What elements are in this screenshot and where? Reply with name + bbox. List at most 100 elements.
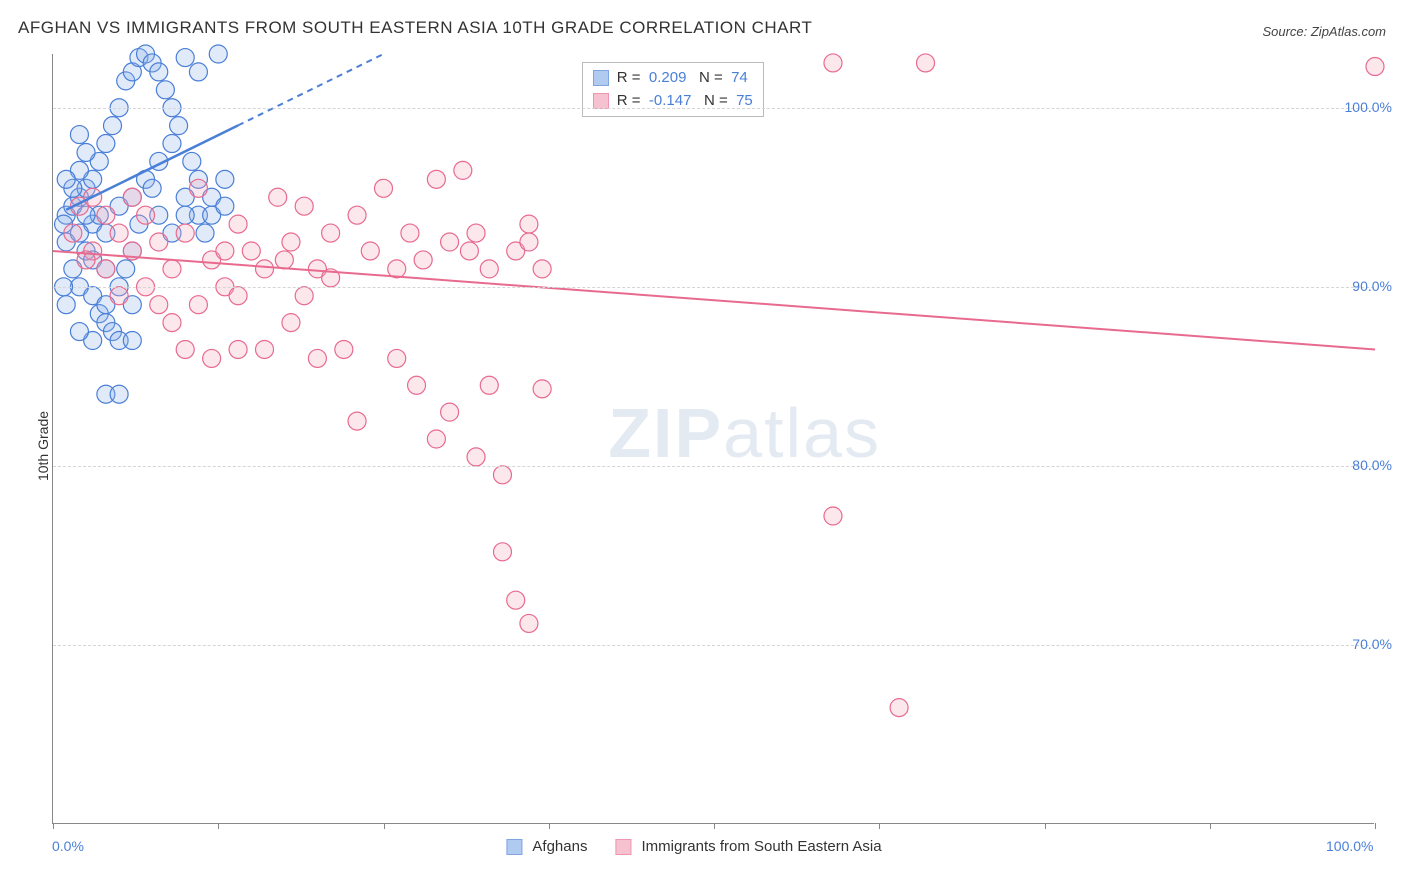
data-point-immigrants xyxy=(229,287,247,305)
data-point-immigrants xyxy=(123,188,141,206)
gridline xyxy=(53,466,1374,467)
data-point-afghans xyxy=(216,170,234,188)
data-point-afghans xyxy=(143,179,161,197)
data-point-immigrants xyxy=(163,314,181,332)
y-tick-label: 70.0% xyxy=(1352,636,1392,652)
data-point-immigrants xyxy=(189,296,207,314)
data-point-immigrants xyxy=(454,161,472,179)
data-point-immigrants xyxy=(890,699,908,717)
data-point-immigrants xyxy=(348,412,366,430)
data-point-afghans xyxy=(123,332,141,350)
data-point-afghans xyxy=(57,170,75,188)
data-point-immigrants xyxy=(275,251,293,269)
data-point-immigrants xyxy=(203,349,221,367)
data-point-immigrants xyxy=(295,287,313,305)
data-point-immigrants xyxy=(408,376,426,394)
data-point-immigrants xyxy=(256,260,274,278)
x-tick-mark xyxy=(218,823,219,829)
data-point-immigrants xyxy=(414,251,432,269)
data-point-immigrants xyxy=(97,206,115,224)
legend-swatch-afghans xyxy=(506,839,522,855)
data-point-immigrants xyxy=(507,591,525,609)
y-axis-label: 10th Grade xyxy=(35,411,51,481)
data-point-immigrants xyxy=(282,233,300,251)
data-point-immigrants xyxy=(480,376,498,394)
x-tick-mark xyxy=(549,823,550,829)
x-tick-mark xyxy=(1045,823,1046,829)
data-point-immigrants xyxy=(520,614,538,632)
data-point-immigrants xyxy=(824,507,842,525)
data-point-afghans xyxy=(170,117,188,135)
data-point-immigrants xyxy=(520,233,538,251)
chart-title: AFGHAN VS IMMIGRANTS FROM SOUTH EASTERN … xyxy=(18,18,812,38)
chart-svg xyxy=(53,54,1375,824)
chart-container: AFGHAN VS IMMIGRANTS FROM SOUTH EASTERN … xyxy=(0,0,1406,892)
data-point-immigrants xyxy=(150,296,168,314)
data-point-afghans xyxy=(183,152,201,170)
data-point-afghans xyxy=(77,143,95,161)
stats-text-afghans: R = 0.209 N = 74 xyxy=(617,67,748,90)
data-point-afghans xyxy=(163,135,181,153)
data-point-immigrants xyxy=(110,287,128,305)
data-point-afghans xyxy=(209,45,227,63)
data-point-afghans xyxy=(103,117,121,135)
y-tick-label: 80.0% xyxy=(1352,457,1392,473)
legend-swatch-immigrants xyxy=(615,839,631,855)
legend-label-immigrants: Immigrants from South Eastern Asia xyxy=(641,838,881,855)
data-point-immigrants xyxy=(427,430,445,448)
data-point-immigrants xyxy=(282,314,300,332)
data-point-immigrants xyxy=(176,224,194,242)
data-point-immigrants xyxy=(110,224,128,242)
gridline xyxy=(53,108,1374,109)
gridline xyxy=(53,287,1374,288)
swatch-immigrants xyxy=(593,93,609,109)
data-point-immigrants xyxy=(533,260,551,278)
data-point-immigrants xyxy=(216,242,234,260)
data-point-immigrants xyxy=(97,260,115,278)
x-tick-mark xyxy=(1375,823,1376,829)
data-point-immigrants xyxy=(150,233,168,251)
data-point-immigrants xyxy=(493,543,511,561)
data-point-immigrants xyxy=(520,215,538,233)
data-point-immigrants xyxy=(64,224,82,242)
data-point-immigrants xyxy=(335,340,353,358)
swatch-afghans xyxy=(593,70,609,86)
data-point-immigrants xyxy=(163,260,181,278)
data-point-afghans xyxy=(70,126,88,144)
trend-line-immigrants xyxy=(53,251,1375,349)
data-point-immigrants xyxy=(322,224,340,242)
stats-legend-box: R = 0.209 N = 74R = -0.147 N = 75 xyxy=(582,62,764,117)
data-point-afghans xyxy=(117,260,135,278)
data-point-immigrants xyxy=(533,380,551,398)
data-point-afghans xyxy=(156,81,174,99)
y-tick-label: 100.0% xyxy=(1345,99,1392,115)
data-point-afghans xyxy=(150,63,168,81)
data-point-afghans xyxy=(57,296,75,314)
data-point-immigrants xyxy=(427,170,445,188)
y-tick-label: 90.0% xyxy=(1352,278,1392,294)
x-tick-mark xyxy=(714,823,715,829)
data-point-immigrants xyxy=(441,403,459,421)
x-tick-label: 100.0% xyxy=(1326,838,1373,854)
data-point-afghans xyxy=(189,63,207,81)
x-tick-mark xyxy=(384,823,385,829)
gridline xyxy=(53,645,1374,646)
data-point-immigrants xyxy=(137,206,155,224)
data-point-immigrants xyxy=(375,179,393,197)
data-point-immigrants xyxy=(1366,58,1384,76)
data-point-immigrants xyxy=(467,224,485,242)
data-point-afghans xyxy=(176,206,194,224)
data-point-immigrants xyxy=(824,54,842,72)
data-point-immigrants xyxy=(361,242,379,260)
stats-row-afghans: R = 0.209 N = 74 xyxy=(593,67,753,90)
data-point-immigrants xyxy=(176,340,194,358)
data-point-immigrants xyxy=(917,54,935,72)
data-point-immigrants xyxy=(242,242,260,260)
bottom-legend: AfghansImmigrants from South Eastern Asi… xyxy=(506,838,899,855)
data-point-immigrants xyxy=(388,349,406,367)
source-label: Source: ZipAtlas.com xyxy=(1262,24,1386,39)
data-point-immigrants xyxy=(256,340,274,358)
data-point-immigrants xyxy=(229,340,247,358)
x-tick-label: 0.0% xyxy=(52,838,84,854)
data-point-immigrants xyxy=(189,179,207,197)
